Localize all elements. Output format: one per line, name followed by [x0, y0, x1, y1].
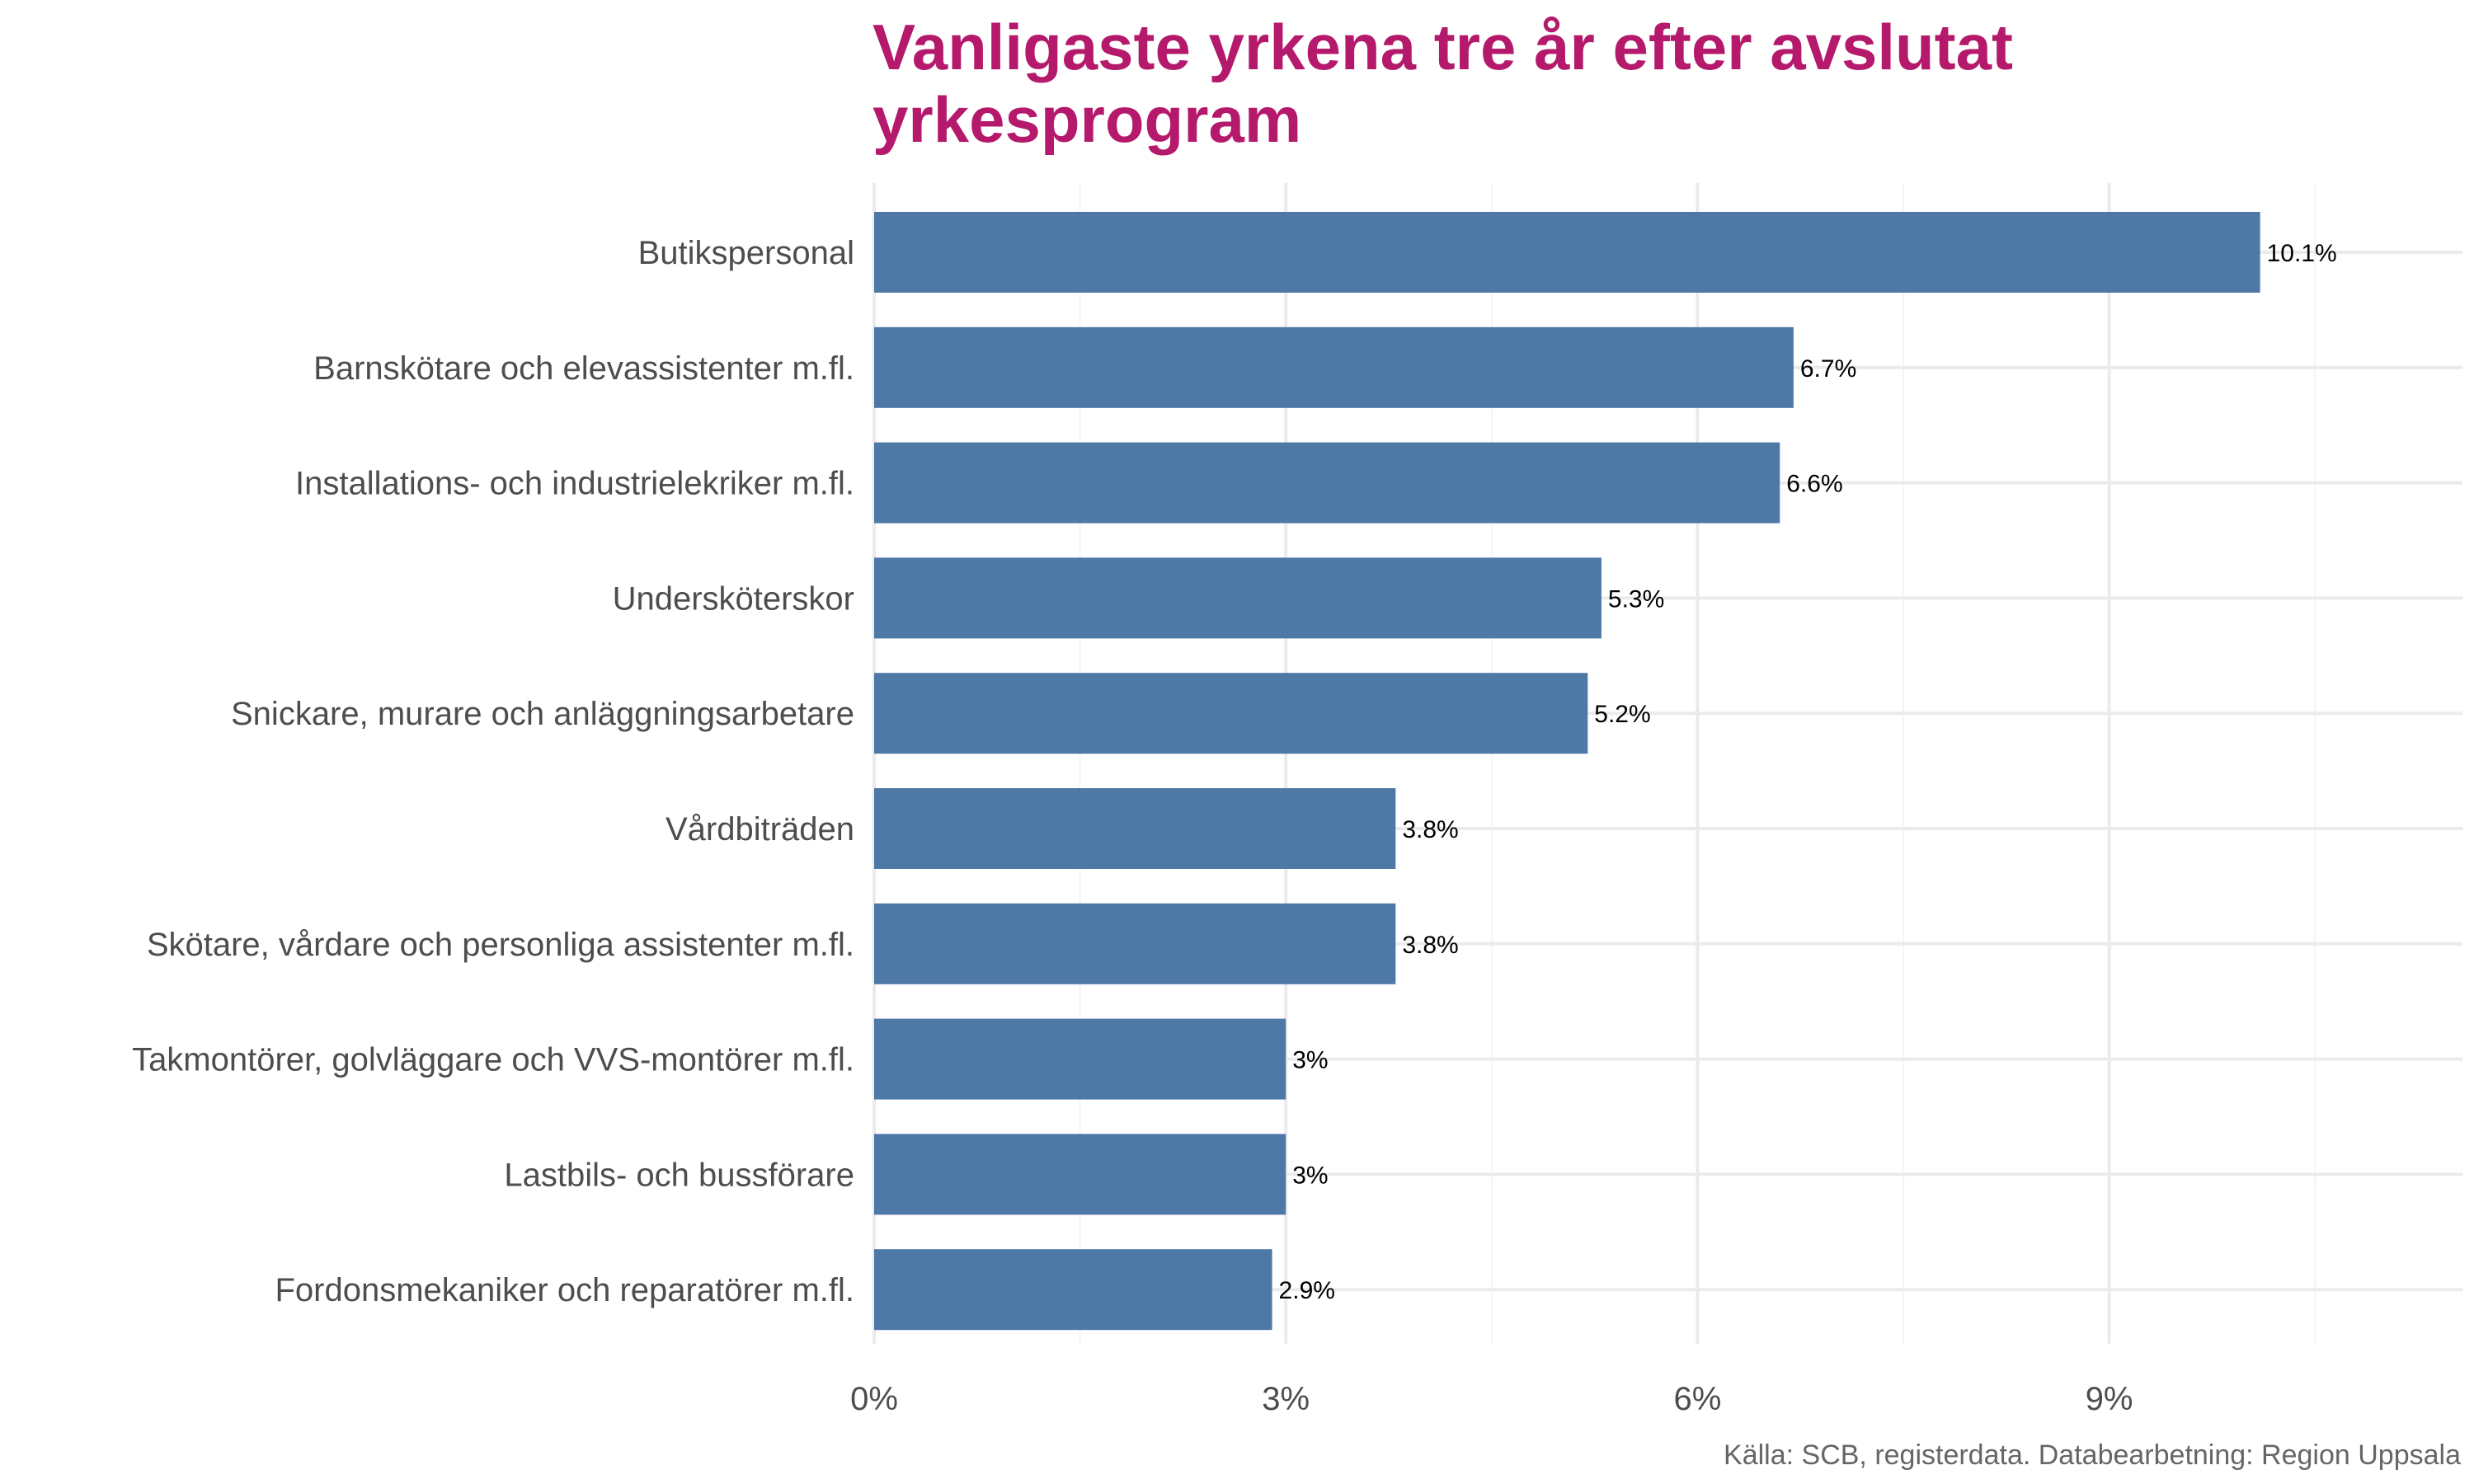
x-tick-label-2: 6% [1673, 1381, 1721, 1417]
bar-3 [874, 557, 1602, 639]
category-label-1: Barnskötare och elevassistenter m.fl. [313, 350, 854, 387]
bar-5 [874, 788, 1396, 869]
category-label-7: Takmontörer, golvläggare och VVS-montöre… [132, 1042, 854, 1078]
source-caption: Källa: SCB, registerdata. Databearbetnin… [1724, 1439, 2461, 1471]
data-label-5: 3.8% [1402, 816, 1458, 843]
x-tick-label-3: 9% [2086, 1381, 2133, 1417]
data-label-8: 3% [1292, 1162, 1328, 1189]
bar-1 [874, 326, 1794, 408]
data-label-0: 10.1% [2267, 240, 2337, 267]
labels-layer: 10.1% Butikspersonal 6.7% Barnskötare och e… [132, 235, 2337, 1417]
category-label-2: Installations- och industrielekriker m.f… [295, 466, 854, 502]
data-label-1: 6.7% [1800, 355, 1856, 383]
category-label-3: Undersköterskor [613, 580, 854, 617]
category-label-4: Snickare, murare och anläggningsarbetare [231, 696, 854, 732]
data-label-4: 5.2% [1594, 701, 1650, 728]
category-label-0: Butikspersonal [638, 235, 854, 271]
bar-9 [874, 1249, 1272, 1331]
x-tick-label-1: 3% [1262, 1381, 1310, 1417]
bar-8 [874, 1134, 1286, 1215]
data-label-2: 6.6% [1786, 471, 1842, 498]
bars-layer [874, 212, 2260, 1331]
category-label-8: Lastbils- och bussförare [504, 1157, 854, 1193]
bar-4 [874, 673, 1588, 754]
x-tick-label-0: 0% [850, 1381, 898, 1417]
data-label-6: 3.8% [1402, 932, 1458, 959]
bar-0 [874, 212, 2260, 293]
bar-6 [874, 903, 1396, 984]
category-label-5: Vårdbiträden [666, 811, 854, 848]
category-label-9: Fordonsmekaniker och reparatörer m.fl. [275, 1272, 855, 1308]
category-label-6: Skötare, vårdare och personliga assisten… [147, 927, 854, 963]
data-label-7: 3% [1292, 1047, 1328, 1074]
title-layer: Vanligaste yrkena tre år efter avslutaty… [872, 11, 2013, 156]
chart-title-line-1: yrkesprogram [872, 83, 1301, 156]
data-label-9: 2.9% [1279, 1277, 1335, 1304]
bar-2 [874, 442, 1780, 524]
chart-title-line-0: Vanligaste yrkena tre år efter avslutat [872, 11, 2013, 83]
data-label-3: 5.3% [1608, 585, 1664, 613]
bar-7 [874, 1018, 1286, 1100]
